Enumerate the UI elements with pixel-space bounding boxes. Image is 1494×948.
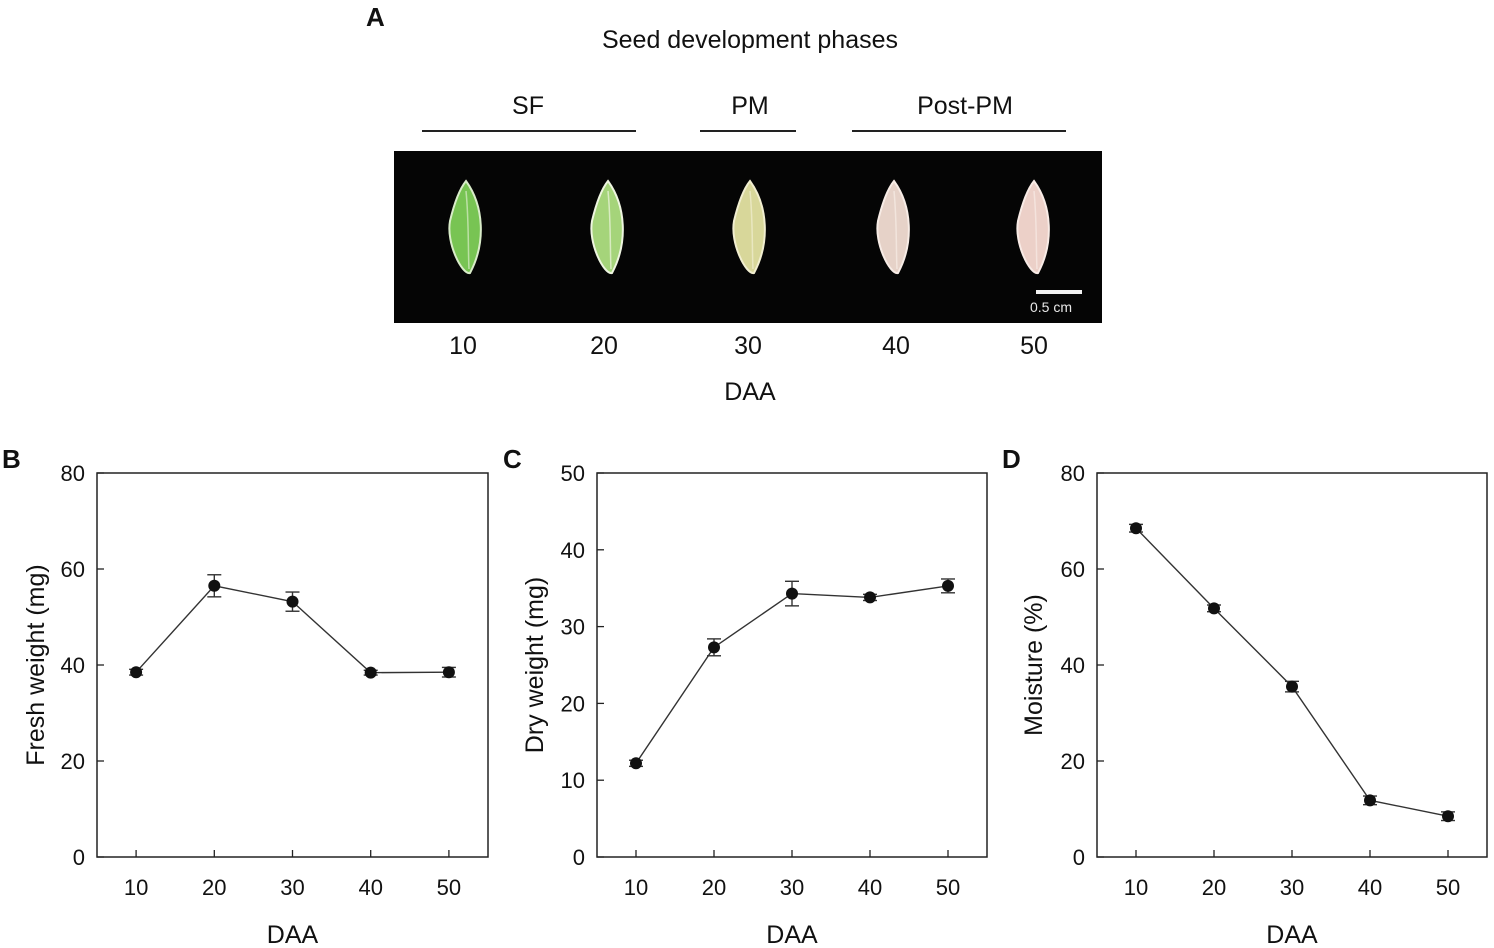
data-point	[630, 757, 642, 770]
y-tick-label: 0	[1073, 845, 1085, 870]
daa-tick-20: 20	[590, 332, 618, 360]
data-point	[130, 666, 143, 679]
y-tick-label: 20	[1061, 749, 1085, 774]
panel-a-title: Seed development phases	[601, 26, 899, 54]
y-tick-label: 20	[61, 749, 85, 774]
data-point	[1130, 522, 1142, 535]
seed-photo	[394, 151, 1102, 323]
y-axis-label: Fresh weight (mg)	[22, 564, 50, 765]
seed-groove-20daa	[607, 190, 612, 270]
y-tick-label: 20	[561, 691, 585, 716]
y-tick-label: 0	[573, 845, 585, 870]
y-tick-label: 80	[61, 461, 85, 486]
data-point	[208, 579, 221, 592]
x-tick-label: 40	[858, 875, 882, 900]
seed-groove-10daa	[465, 190, 470, 270]
daa-tick-10: 10	[449, 332, 477, 360]
data-point	[1208, 602, 1220, 615]
daa-tick-40: 40	[882, 332, 910, 360]
phase-label-post-pm: Post-PM	[917, 92, 1013, 120]
phase-line-pm	[700, 130, 796, 132]
x-tick-label: 40	[358, 875, 382, 900]
series-line	[635, 585, 949, 764]
x-axis-label: DAA	[1266, 921, 1318, 948]
y-tick-label: 50	[561, 461, 585, 486]
x-tick-label: 10	[624, 875, 648, 900]
y-tick-label: 0	[73, 845, 85, 870]
y-tick-label: 10	[561, 768, 585, 793]
chart-d: 0 20 40 60 80 10 20 30 40 50 DAA Moisture (%)	[1020, 461, 1488, 948]
x-tick-label: 40	[1358, 875, 1382, 900]
data-point	[1442, 810, 1454, 823]
seed-20daa	[590, 179, 624, 274]
data-point	[864, 591, 876, 604]
daa-tick-50: 50	[1020, 332, 1048, 360]
phase-line-post-pm	[852, 130, 1066, 132]
phase-label-sf: SF	[512, 92, 544, 120]
chart-b: 0 20 40 60 80 10 20 30 40 50 DAA Fresh weight (mg)	[22, 461, 489, 948]
scale-bar	[1036, 290, 1082, 294]
seed-groove-50daa	[1033, 190, 1038, 270]
phase-line-sf	[422, 130, 636, 132]
x-tick-label: 30	[1280, 875, 1304, 900]
x-tick-label: 20	[1202, 875, 1226, 900]
seed-10daa	[448, 179, 482, 274]
y-axis-label: Moisture (%)	[1020, 594, 1048, 736]
y-axis-label: Dry weight (mg)	[521, 577, 549, 753]
plot-frame	[96, 472, 489, 858]
chart-c: 0 10 20 30 40 50 10 20 30 40 50 DAA Dry weight (mg)	[521, 461, 988, 948]
x-tick-label: 20	[202, 875, 226, 900]
phase-label-pm: PM	[731, 92, 769, 120]
data-point	[708, 641, 720, 654]
data-point	[364, 666, 377, 679]
series-line	[1135, 527, 1449, 817]
panel-letter-c: C	[503, 444, 522, 474]
seed-groove-40daa	[893, 190, 898, 270]
panel-letter-b: B	[2, 444, 21, 474]
data-point	[442, 666, 455, 679]
data-point	[286, 595, 299, 608]
panel-letter-d: D	[1002, 444, 1021, 474]
seed-30daa	[732, 179, 766, 274]
x-tick-label: 50	[936, 875, 960, 900]
y-tick-label: 60	[1061, 557, 1085, 582]
panel-a-xlabel: DAA	[724, 378, 776, 406]
x-tick-label: 30	[280, 875, 304, 900]
y-tick-label: 80	[1061, 461, 1085, 486]
plot-frame	[1096, 472, 1488, 858]
data-point	[786, 587, 798, 600]
x-axis-label: DAA	[267, 921, 319, 948]
scale-bar-label: 0.5 cm	[1030, 299, 1073, 315]
seed-groove-30daa	[749, 190, 754, 270]
x-tick-label: 10	[124, 875, 148, 900]
x-axis-label: DAA	[766, 921, 818, 948]
x-tick-label: 30	[780, 875, 804, 900]
panel-letter-a: A	[366, 2, 385, 32]
seed-50daa	[1016, 179, 1050, 274]
y-tick-label: 60	[61, 557, 85, 582]
data-point	[1364, 794, 1376, 807]
plot-frame	[596, 472, 988, 858]
x-tick-label: 50	[1436, 875, 1460, 900]
x-tick-label: 50	[437, 875, 461, 900]
seed-40daa	[876, 179, 910, 274]
y-tick-label: 40	[1061, 653, 1085, 678]
y-tick-label: 30	[561, 615, 585, 640]
y-tick-label: 40	[61, 653, 85, 678]
y-tick-label: 40	[561, 538, 585, 563]
seed-photo-drawing	[448, 179, 1050, 274]
daa-tick-30: 30	[734, 332, 762, 360]
data-point	[942, 579, 954, 592]
x-tick-label: 10	[1124, 875, 1148, 900]
data-point	[1286, 680, 1298, 693]
x-tick-label: 20	[702, 875, 726, 900]
